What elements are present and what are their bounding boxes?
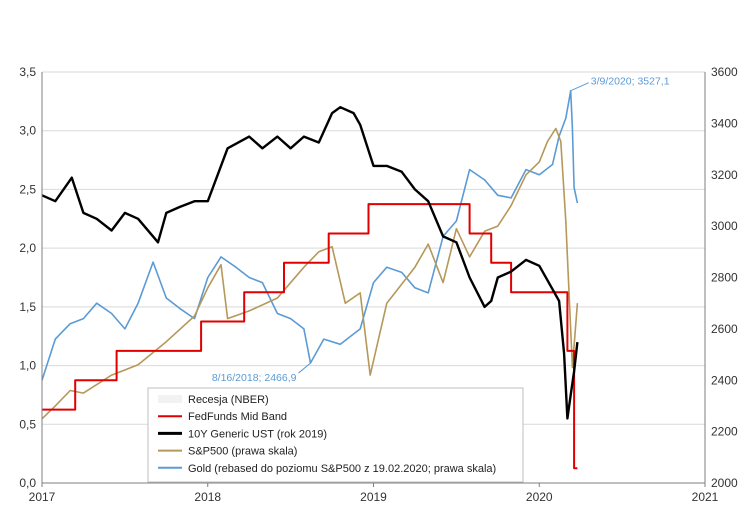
left-tick-label: 1,5: [19, 300, 36, 314]
x-tick-label: 2017: [29, 490, 56, 504]
legend-label-ust10y: 10Y Generic UST (rok 2019): [188, 428, 327, 440]
right-tick-label: 2000: [711, 476, 738, 490]
left-tick-label: 1,0: [19, 359, 36, 373]
left-tick-label: 0,5: [19, 417, 36, 431]
annotations: 3/9/2020; 3527,1 8/16/2018; 2466,9: [212, 76, 670, 384]
right-tick-label: 3000: [711, 219, 738, 233]
series-s-p500-prawa-skala: [41, 127, 579, 420]
left-tick-label: 3,5: [19, 65, 36, 79]
right-tick-label: 2600: [711, 322, 738, 336]
legend: Recesja (NBER) FedFunds Mid Band 10Y Gener…: [147, 387, 524, 483]
x-tick-label: 2020: [526, 490, 553, 504]
left-tick-label: 2,0: [19, 241, 36, 255]
legend-label-gold: Gold (rebased do poziomu S&P500 z 19.02.…: [188, 463, 496, 475]
annotation-leader: [570, 82, 589, 92]
legend-label-sp500: S&P500 (prawa skala): [188, 446, 297, 458]
right-tick-label: 2200: [711, 425, 738, 439]
legend-swatch-recession: [158, 395, 182, 403]
x-tick-label: 2019: [360, 490, 387, 504]
legend-items: Recesja (NBER) FedFunds Mid Band 10Y Gener…: [158, 394, 496, 475]
right-tick-label: 3400: [711, 116, 738, 130]
right-tick-label: 3600: [711, 65, 738, 79]
annotation-gold-peak: 3/9/2020; 3527,1: [591, 76, 670, 88]
legend-box: [147, 387, 524, 483]
series-fedfunds-mid-band: [42, 203, 578, 470]
x-tick-labels: 2017 2018 2019 2020 2021: [29, 483, 719, 504]
x-tick-label: 2021: [692, 490, 719, 504]
right-tick-label: 2400: [711, 373, 738, 387]
legend-label-recession: Recesja (NBER): [188, 394, 269, 406]
left-tick-label: 0,0: [19, 476, 36, 490]
left-tick-label: 2,5: [19, 182, 36, 196]
legend-label-fedfunds: FedFunds Mid Band: [188, 411, 287, 423]
left-tick-label: 3,0: [19, 124, 36, 138]
right-tick-label: 3200: [711, 168, 738, 182]
annotation-gold-low: 8/16/2018; 2466,9: [212, 372, 297, 384]
left-y-tick-labels: 0,0 0,5 1,0 1,5 2,0 2,5 3,0 3,5: [19, 65, 36, 490]
series-10y-generic-ust-rok-2019: [41, 106, 579, 420]
series-gold-rebased-do-poziomu-s-p500-z-19-02-2020-prawa-skala: [41, 90, 579, 381]
plot-area: [41, 90, 579, 470]
x-tick-label: 2018: [194, 490, 221, 504]
right-tick-label: 2800: [711, 271, 738, 285]
annotation-leader: [298, 362, 311, 374]
right-y-tick-labels: 2000 2200 2400 2600 2800 3000 3200 3400 3600: [711, 65, 738, 490]
